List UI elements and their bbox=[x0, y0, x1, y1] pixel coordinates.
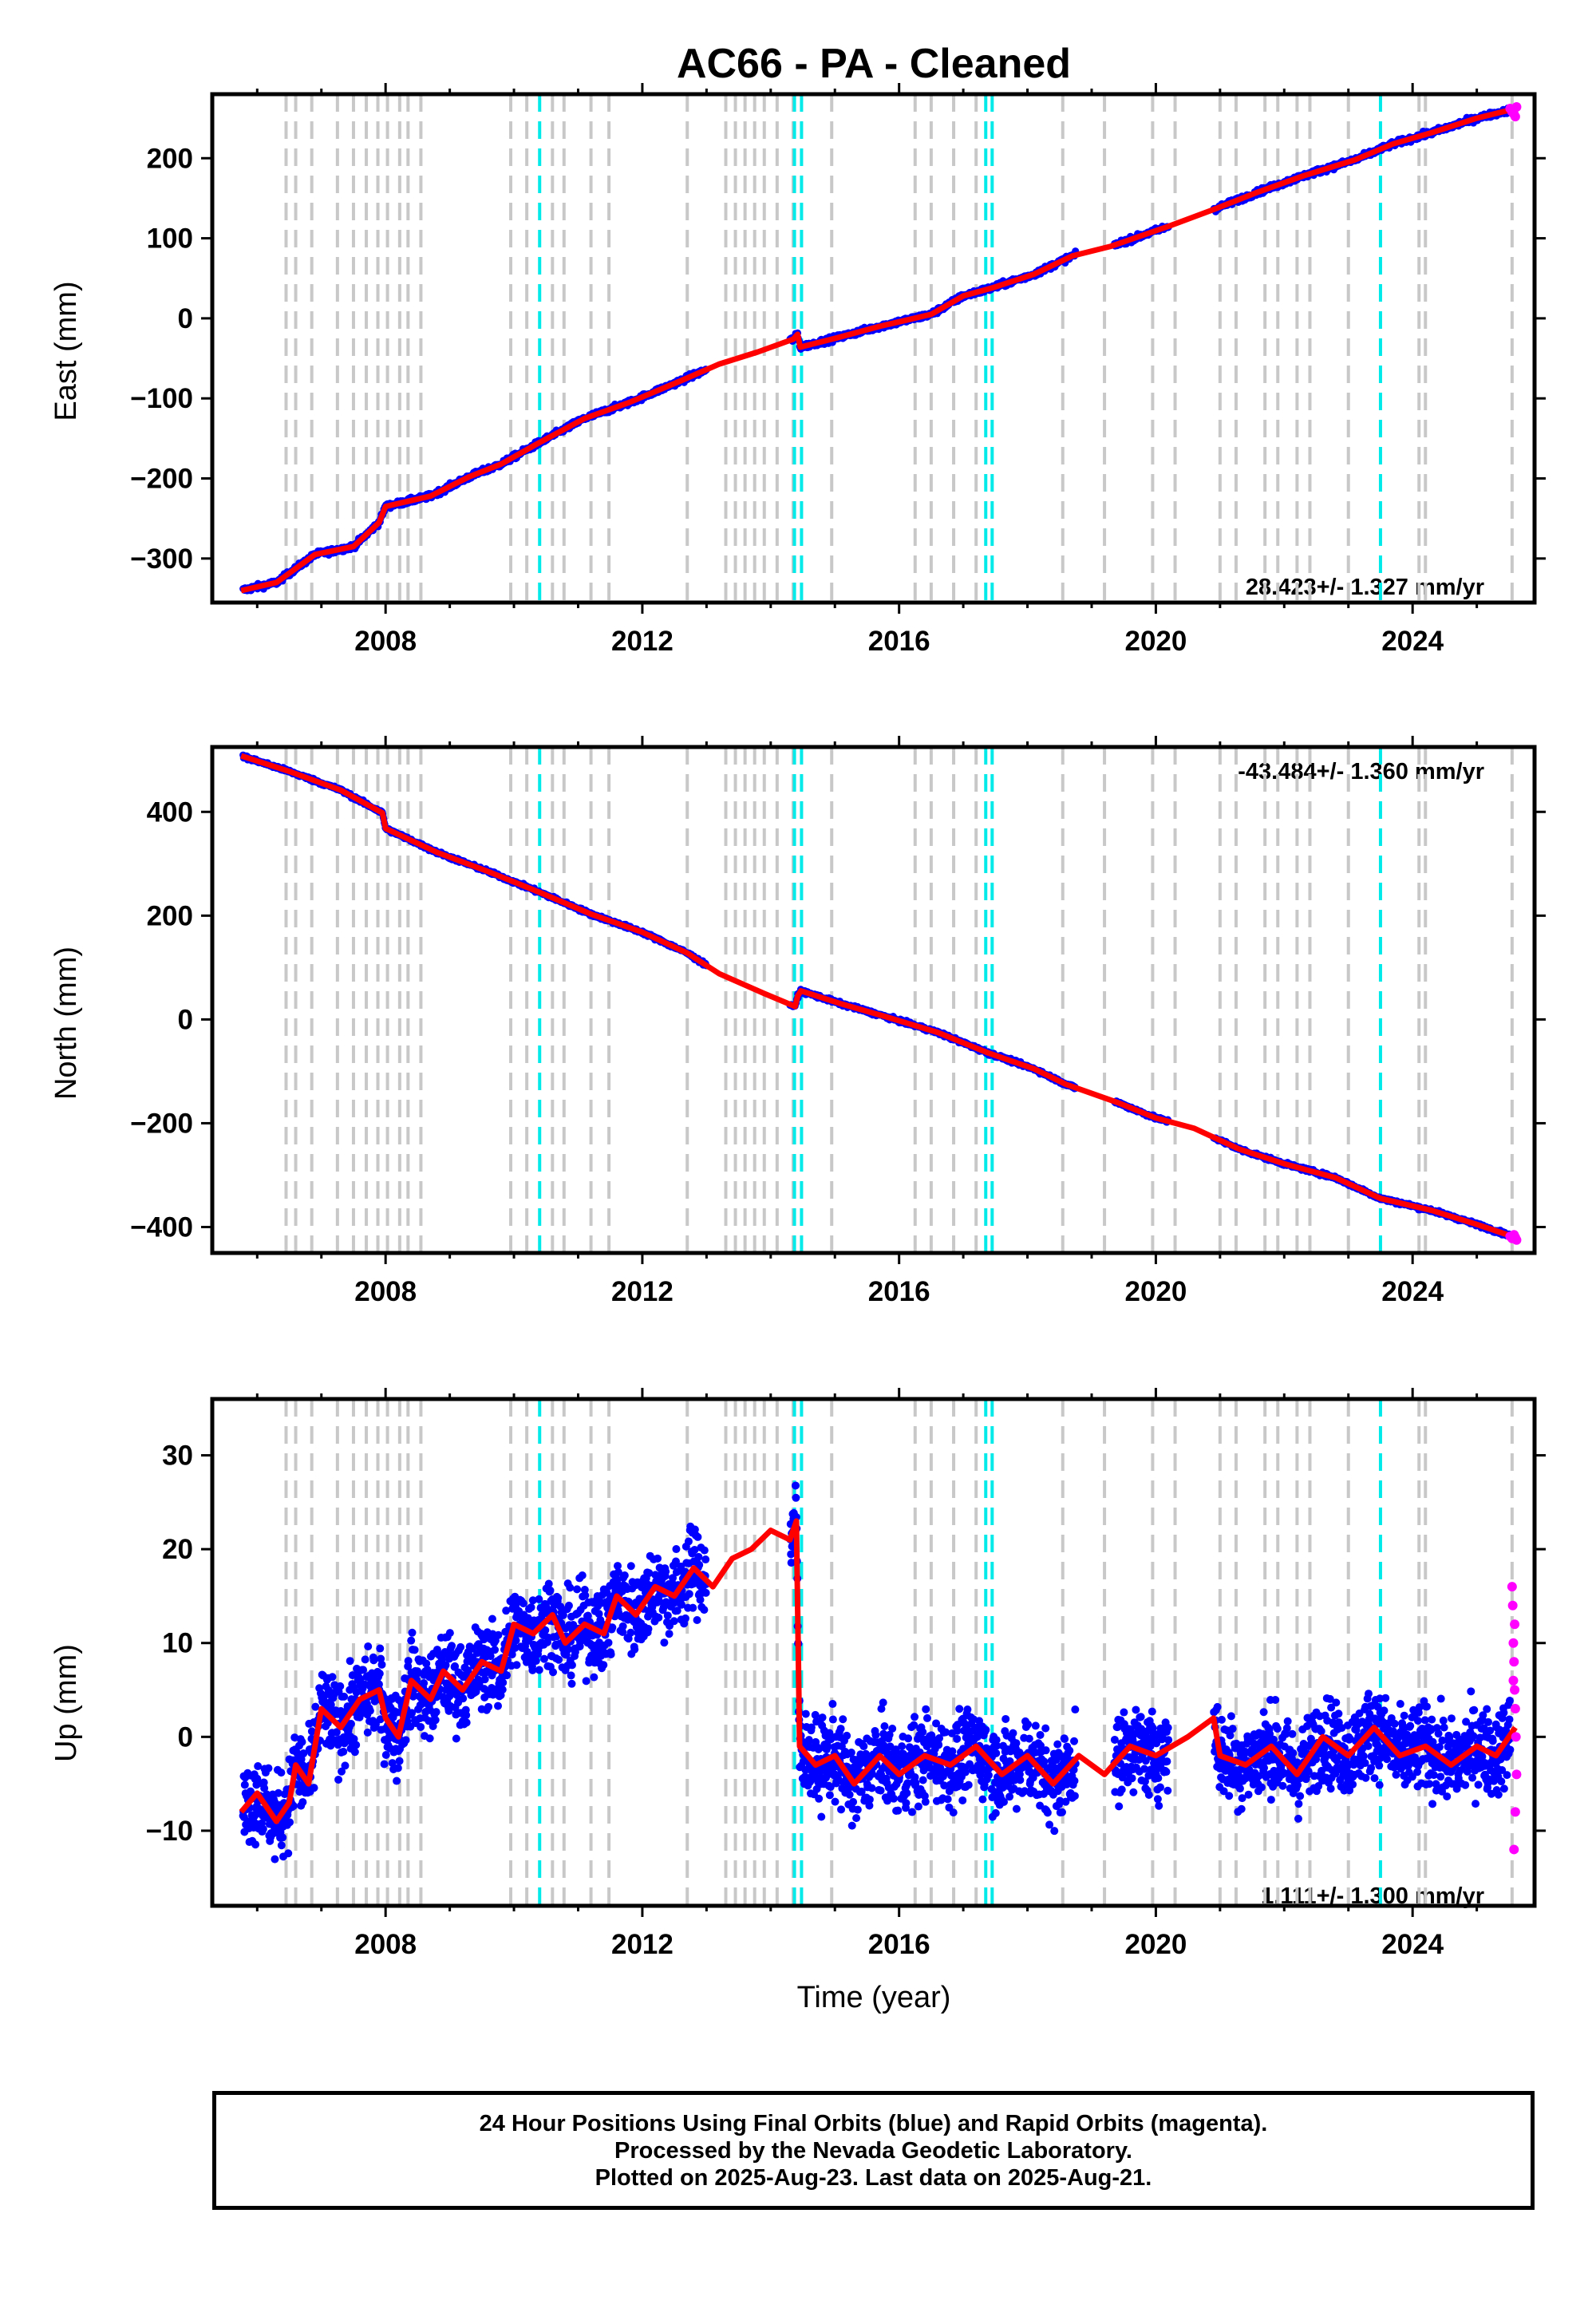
north-plot-area bbox=[239, 747, 1522, 1253]
north-x-tick-label: 2024 bbox=[1381, 1276, 1444, 1307]
east-y-tick-label: 100 bbox=[147, 223, 193, 255]
up-final-point bbox=[375, 1669, 384, 1678]
up-final-point bbox=[260, 1784, 269, 1792]
north-axes-frame bbox=[210, 745, 1537, 1255]
up-final-point bbox=[361, 1655, 369, 1664]
east-y-tick-label: −300 bbox=[130, 543, 193, 575]
east-y-axis-label: East (mm) bbox=[49, 281, 83, 421]
up-final-point bbox=[277, 1769, 286, 1777]
east-rapid-point bbox=[1511, 102, 1522, 113]
up-final-point bbox=[299, 1749, 308, 1758]
north-rapid-point bbox=[1511, 1235, 1522, 1245]
up-final-point bbox=[340, 1692, 349, 1701]
up-final-point bbox=[307, 1727, 316, 1736]
up-final-point bbox=[336, 1682, 345, 1690]
east-panel: East (mm) 28.423+/- 1.327 mm/yr 2008 2012… bbox=[49, 83, 1546, 657]
north-y-tick-label: 0 bbox=[178, 1004, 193, 1035]
up-final-point bbox=[341, 1761, 350, 1770]
up-final-point bbox=[274, 1788, 282, 1797]
north-x-tick-label: 2008 bbox=[354, 1276, 417, 1307]
up-final-point bbox=[339, 1747, 348, 1756]
up-final-point bbox=[240, 1780, 249, 1789]
north-panel: North (mm) -43.484+/- 1.360 mm/yr 2008 20… bbox=[49, 736, 1546, 1307]
east-rapid-point bbox=[1510, 112, 1520, 122]
north-y-tick-label: −400 bbox=[130, 1211, 193, 1243]
north-y-tick-label: −200 bbox=[130, 1108, 193, 1139]
east-y-tick-label: 200 bbox=[147, 143, 193, 174]
up-y-axis-label: Up (mm) bbox=[49, 1644, 83, 1762]
up-final-point bbox=[374, 1680, 383, 1689]
up-final-point bbox=[346, 1720, 355, 1729]
up-final-point bbox=[264, 1764, 273, 1773]
up-panel: Up (mm) 1.111+/- 1.300 mm/yr 2008 2012 201… bbox=[49, 1388, 1546, 1960]
up-final-point bbox=[259, 1824, 267, 1833]
up-final-point bbox=[346, 1657, 354, 1666]
east-y-tick-label: −200 bbox=[130, 464, 193, 495]
up-final-point bbox=[338, 1767, 346, 1776]
up-final-point bbox=[334, 1775, 343, 1784]
east-x-tick-label: 2016 bbox=[868, 626, 930, 657]
up-final-point bbox=[323, 1719, 332, 1728]
up-final-point bbox=[326, 1701, 335, 1709]
north-x-tick-label: 2016 bbox=[868, 1276, 930, 1307]
north-model-curve bbox=[240, 753, 1517, 1240]
up-final-point bbox=[298, 1737, 306, 1746]
up-final-point bbox=[311, 1702, 320, 1711]
east-x-tick-label: 2020 bbox=[1124, 626, 1187, 657]
up-final-point bbox=[298, 1798, 307, 1807]
up-final-point bbox=[359, 1666, 368, 1674]
north-y-tick-label: 200 bbox=[147, 900, 193, 931]
east-plot-area bbox=[239, 94, 1522, 603]
east-y-tick-label: −100 bbox=[130, 383, 193, 414]
up-final-point bbox=[350, 1748, 359, 1757]
up-final-point bbox=[363, 1728, 372, 1737]
up-plot-area bbox=[239, 1399, 1522, 1906]
north-y-tick-label: 400 bbox=[147, 796, 193, 828]
up-final-point bbox=[380, 1760, 389, 1769]
up-final-point bbox=[284, 1849, 293, 1858]
up-final-point bbox=[290, 1733, 299, 1742]
up-final-point bbox=[364, 1642, 373, 1650]
east-x-tick-label: 2008 bbox=[354, 626, 417, 657]
up-final-point bbox=[365, 1706, 374, 1715]
up-final-point bbox=[376, 1715, 385, 1724]
north-x-tick-label: 2020 bbox=[1124, 1276, 1187, 1307]
east-model-curve bbox=[240, 105, 1516, 594]
up-final-point bbox=[352, 1741, 361, 1749]
up-final-point bbox=[369, 1656, 378, 1665]
north-y-axis-label: North (mm) bbox=[49, 947, 83, 1100]
east-x-tick-label: 2012 bbox=[611, 626, 674, 657]
up-final-point bbox=[328, 1673, 337, 1682]
up-final-point bbox=[279, 1833, 287, 1842]
east-x-tick-label: 2024 bbox=[1381, 626, 1444, 657]
up-final-point bbox=[377, 1660, 386, 1669]
up-final-point bbox=[332, 1728, 341, 1737]
up-final-point bbox=[259, 1778, 268, 1787]
up-final-point bbox=[271, 1855, 279, 1863]
up-final-point bbox=[376, 1644, 385, 1653]
east-rate-label: 28.423+/- 1.327 mm/yr bbox=[1246, 575, 1484, 600]
north-x-tick-label: 2012 bbox=[611, 1276, 674, 1307]
up-final-point bbox=[277, 1841, 286, 1850]
up-final-point bbox=[310, 1784, 318, 1792]
chart-title: AC66 - PA - Cleaned bbox=[677, 41, 1071, 87]
up-final-point bbox=[254, 1762, 263, 1771]
up-final-point bbox=[286, 1818, 294, 1827]
east-axes-frame bbox=[210, 92, 1537, 605]
north-rate-label: -43.484+/- 1.360 mm/yr bbox=[1238, 759, 1484, 785]
up-final-point bbox=[251, 1840, 260, 1849]
east-y-tick-label: 0 bbox=[178, 303, 193, 334]
